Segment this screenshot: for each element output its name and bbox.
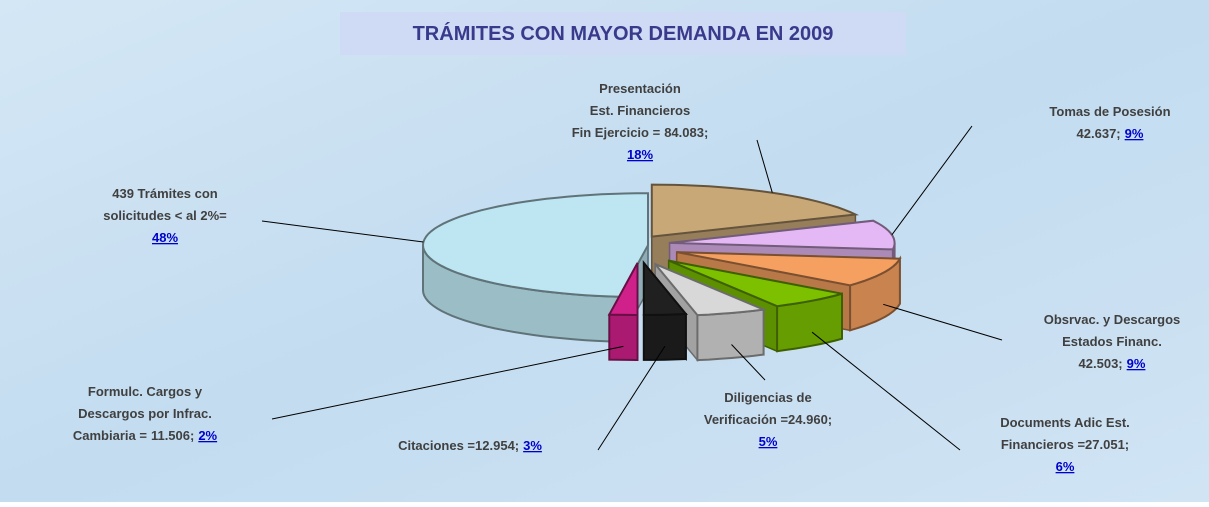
category-label: Tomas de Posesión bbox=[1049, 104, 1170, 119]
title-box bbox=[340, 12, 906, 55]
percent-label: 48% bbox=[152, 230, 178, 245]
category-label: 439 Trámites con bbox=[112, 186, 218, 201]
percent-label: 3% bbox=[523, 438, 542, 453]
category-label: Citaciones = bbox=[398, 438, 475, 453]
category-label: Formulc. Cargos y bbox=[88, 384, 203, 399]
data-label: Documents Adic Est. Financieros =27.051; 6… bbox=[1000, 415, 1130, 474]
category-label: Obsrvac. y Descargos bbox=[1044, 312, 1181, 327]
category-label: Verificación = bbox=[704, 412, 789, 427]
category-label: solicitudes < al 2%= bbox=[103, 208, 227, 223]
data-label: Diligencias de Verificación =24.960; 5% bbox=[704, 390, 832, 449]
slice bbox=[669, 219, 896, 251]
slice bbox=[676, 251, 902, 287]
slice-side bbox=[608, 313, 639, 362]
data-label: Citaciones =12.954; 3% bbox=[398, 438, 542, 453]
count-label: 42.637; bbox=[1077, 126, 1121, 141]
category-label: Financieros = bbox=[1001, 437, 1086, 452]
category-label: Documents Adic Est. bbox=[1000, 415, 1130, 430]
count-label: 42.503; bbox=[1079, 356, 1123, 371]
leader-line bbox=[883, 303, 1003, 341]
count-label: 27.051; bbox=[1085, 437, 1129, 452]
slice bbox=[642, 260, 688, 316]
percent-label: 9% bbox=[1125, 126, 1144, 141]
slice-side bbox=[696, 308, 765, 362]
count-label: 24.960; bbox=[788, 412, 832, 427]
slice bbox=[607, 262, 639, 317]
leader-line bbox=[891, 125, 973, 236]
category-label: Estados Financ. bbox=[1062, 334, 1162, 349]
leader-line bbox=[261, 220, 424, 243]
slice-side bbox=[642, 312, 687, 361]
slice bbox=[654, 263, 768, 317]
chart-title: TRÁMITES CON MAYOR DEMANDA EN 2009 bbox=[413, 22, 834, 45]
leader-line bbox=[756, 139, 773, 193]
count-label: 11.506; bbox=[151, 428, 194, 443]
category-label: Diligencias de bbox=[724, 390, 811, 405]
category-label: Descargos por Infrac. bbox=[78, 406, 212, 421]
leader-line bbox=[271, 345, 624, 420]
slice bbox=[668, 259, 843, 308]
leader-line bbox=[731, 344, 766, 381]
percent-label: 9% bbox=[1127, 356, 1146, 371]
slice bbox=[607, 262, 639, 362]
count-label: 84.083; bbox=[664, 125, 708, 140]
category-label: Est. Financieros bbox=[590, 103, 690, 118]
data-label: 439 Trámites con solicitudes < al 2%= 48% bbox=[103, 186, 227, 245]
percent-label: 2% bbox=[198, 428, 217, 443]
percent-label: 18% bbox=[627, 147, 653, 162]
data-label: Tomas de Posesión 42.637; 9% bbox=[1049, 104, 1170, 141]
data-label: Presentación Est. Financieros Fin Ejercici… bbox=[572, 81, 709, 162]
slice bbox=[642, 260, 688, 362]
leader-line bbox=[811, 331, 961, 451]
category-label: Cambiaria = bbox=[73, 428, 147, 443]
data-label: Formulc. Cargos y Descargos por Infrac. Ca… bbox=[73, 384, 218, 443]
percent-label: 6% bbox=[1056, 459, 1075, 474]
pie bbox=[421, 183, 902, 363]
category-label: Presentación bbox=[599, 81, 681, 96]
category-label: Fin Ejercicio = bbox=[572, 125, 661, 140]
count-label: 12.954; bbox=[475, 438, 519, 453]
data-label: Obsrvac. y Descargos Estados Financ. 42.50… bbox=[1044, 312, 1181, 371]
leader-line bbox=[597, 345, 666, 451]
percent-label: 5% bbox=[759, 434, 778, 449]
labels: Presentación Est. Financieros Fin Ejercici… bbox=[73, 81, 1180, 474]
